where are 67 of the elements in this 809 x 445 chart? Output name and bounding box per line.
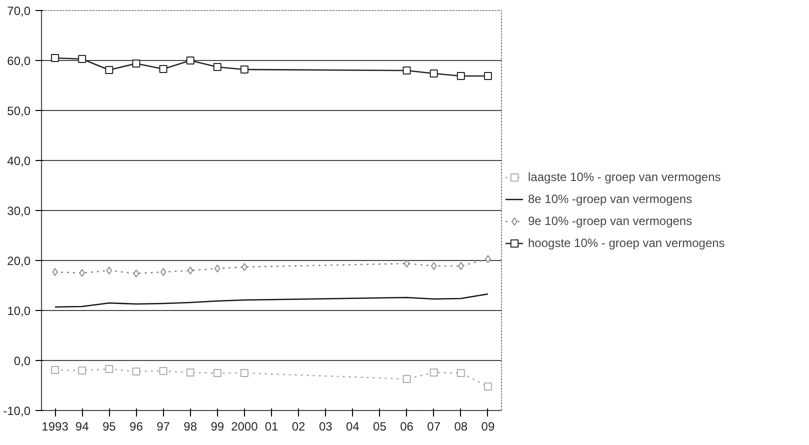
x-tick-label: 95 bbox=[102, 420, 116, 434]
y-tick-label: 60,0 bbox=[7, 54, 31, 68]
x-tick-label: 02 bbox=[292, 420, 306, 434]
point bbox=[51, 366, 60, 374]
point bbox=[106, 266, 112, 274]
line-series bbox=[54, 293, 489, 308]
y-tick-label: 50,0 bbox=[7, 104, 31, 118]
x-tick-label: 96 bbox=[130, 420, 144, 434]
point bbox=[402, 66, 411, 74]
point bbox=[132, 60, 140, 68]
x-tick-label: 05 bbox=[373, 420, 387, 434]
x-tick-label: 09 bbox=[481, 420, 495, 434]
y-tick-label: 20,0 bbox=[7, 254, 31, 268]
y-tick-label: 0,0 bbox=[14, 354, 31, 368]
point bbox=[240, 66, 248, 74]
x-tick-label: 03 bbox=[318, 420, 333, 434]
legend-label: laagste 10% - groep van vermogens bbox=[528, 170, 721, 184]
point bbox=[186, 56, 194, 64]
x-tick-label: 2000 bbox=[231, 420, 258, 434]
point bbox=[240, 369, 248, 377]
x-tick-label: 08 bbox=[454, 420, 468, 434]
point bbox=[214, 264, 220, 272]
point bbox=[160, 268, 166, 276]
point bbox=[456, 72, 465, 80]
x-tick-label: 04 bbox=[346, 420, 360, 434]
point bbox=[242, 263, 248, 271]
point bbox=[187, 266, 194, 274]
x-tick-label: 97 bbox=[156, 420, 170, 434]
point bbox=[133, 270, 140, 278]
y-tick-label: -10,0 bbox=[3, 404, 31, 418]
point bbox=[213, 369, 222, 377]
point bbox=[51, 54, 60, 62]
legend-label: 9e 10% -groep van vermogens bbox=[528, 214, 692, 228]
point bbox=[430, 368, 438, 376]
point bbox=[431, 262, 437, 270]
point bbox=[159, 367, 168, 375]
y-tick-label: 40,0 bbox=[7, 154, 31, 168]
point bbox=[52, 268, 58, 276]
point bbox=[186, 368, 194, 376]
y-tick-label: 70,0 bbox=[7, 4, 31, 18]
x-tick-label: 1993 bbox=[42, 420, 69, 434]
point bbox=[105, 365, 114, 373]
legend-label: hoogste 10% - groep van vermogens bbox=[528, 236, 725, 250]
point bbox=[159, 65, 168, 73]
x-tick-label: 01 bbox=[264, 420, 278, 434]
y-tick-label: 30,0 bbox=[7, 204, 31, 218]
x-tick-label: 99 bbox=[210, 420, 224, 434]
x-tick-label: 98 bbox=[184, 420, 198, 434]
point bbox=[105, 66, 114, 74]
x-tick-label: 94 bbox=[75, 420, 90, 434]
point bbox=[430, 70, 438, 78]
point bbox=[79, 269, 85, 277]
point bbox=[484, 72, 492, 80]
point bbox=[78, 366, 86, 374]
x-tick-label: 06 bbox=[400, 420, 414, 434]
point bbox=[485, 255, 491, 263]
point bbox=[213, 63, 222, 71]
y-tick-label: 10,0 bbox=[7, 304, 31, 318]
x-tick-label: 07 bbox=[427, 420, 441, 434]
legend-label: 8e 10% -groep van vermogens bbox=[528, 192, 692, 206]
point bbox=[404, 260, 410, 268]
point bbox=[78, 55, 86, 63]
point bbox=[484, 382, 492, 390]
point bbox=[456, 369, 465, 377]
point bbox=[132, 368, 140, 376]
point bbox=[458, 262, 464, 270]
point bbox=[402, 375, 411, 383]
